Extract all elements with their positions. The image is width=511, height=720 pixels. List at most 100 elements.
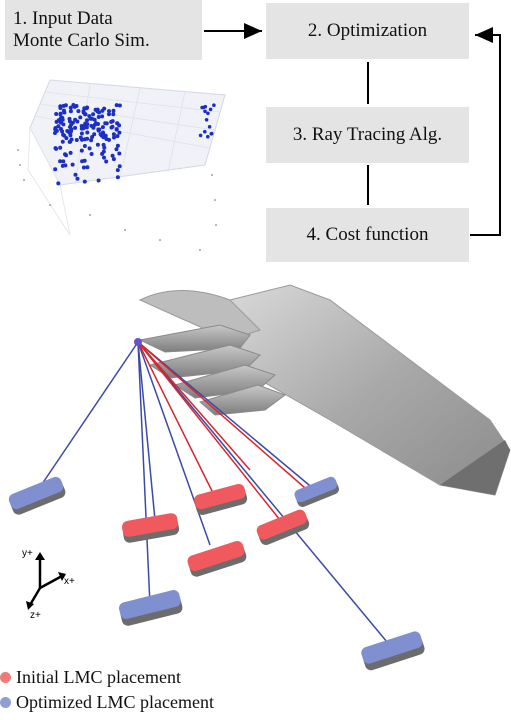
scatter-point bbox=[85, 118, 89, 123]
scatter-point bbox=[112, 135, 116, 140]
scatter-point bbox=[64, 153, 69, 158]
scatter-point bbox=[85, 122, 90, 127]
scatter-point bbox=[68, 133, 73, 138]
scatter-point bbox=[97, 110, 101, 115]
scatter-point bbox=[54, 112, 59, 116]
scatter-back-plane bbox=[29, 79, 226, 186]
scatter-point bbox=[73, 172, 78, 177]
scatter-point bbox=[85, 165, 90, 170]
scatter-point bbox=[89, 152, 94, 156]
step-input-data-title: 1. Input Data bbox=[13, 8, 113, 29]
scatter-point bbox=[98, 132, 103, 137]
scatter-point bbox=[115, 134, 120, 139]
scatter-point bbox=[110, 119, 115, 124]
scatter-point bbox=[114, 127, 119, 131]
scatter-point bbox=[111, 108, 116, 113]
legend-optimized-label: Optimized LMC placement bbox=[16, 692, 214, 712]
scatter-point bbox=[107, 112, 111, 117]
step-input-data-subtitle: Monte Carlo Sim. bbox=[13, 30, 150, 51]
initial-sensor bbox=[121, 513, 180, 543]
forearm-end-cap bbox=[440, 440, 510, 495]
legend-optimized: Optimized LMC placement bbox=[0, 692, 214, 712]
scatter-left-face bbox=[27, 126, 71, 236]
scatter-points bbox=[53, 103, 216, 186]
step-optimization-box: 2. Optimization bbox=[266, 3, 469, 59]
x-axis-arrow bbox=[39, 574, 63, 590]
scatter-point bbox=[87, 114, 92, 119]
scatter-point bbox=[87, 146, 92, 151]
arrow-cost-to-optimization bbox=[470, 27, 501, 236]
scatter-point bbox=[68, 109, 73, 114]
scatter-point bbox=[64, 136, 69, 141]
scatter-point bbox=[58, 106, 63, 110]
scatter-point bbox=[79, 148, 84, 153]
scatter-point bbox=[111, 132, 116, 137]
scatter-point bbox=[104, 137, 109, 141]
scatter-point bbox=[115, 121, 120, 126]
scatter-point bbox=[74, 104, 79, 108]
scatter-point bbox=[82, 179, 87, 184]
scatter-point bbox=[58, 127, 63, 131]
scatter-point bbox=[200, 105, 204, 110]
scatter-point bbox=[203, 109, 207, 114]
scatter-point bbox=[75, 176, 80, 181]
step-ray-tracing-box: 3. Ray Tracing Alg. bbox=[266, 107, 469, 163]
scatter-point bbox=[117, 130, 122, 135]
legend-initial: Initial LMC placement bbox=[0, 667, 181, 687]
target-point-marker bbox=[134, 338, 142, 346]
scatter-point bbox=[90, 135, 95, 139]
y-axis-label: y+ bbox=[22, 548, 33, 559]
optimized-sensor bbox=[361, 631, 425, 671]
optimized-ray bbox=[137, 341, 156, 521]
initial-ray bbox=[137, 341, 216, 498]
scatter-point bbox=[212, 103, 216, 107]
legend-initial-swatch bbox=[0, 671, 11, 683]
scatter-point bbox=[63, 163, 68, 168]
scatter-point bbox=[81, 165, 86, 170]
initial-rays bbox=[137, 341, 306, 521]
scatter-point bbox=[53, 167, 58, 172]
step-cost-function-box: 4. Cost function bbox=[266, 208, 469, 262]
scatter-point bbox=[100, 125, 105, 130]
scatter-point bbox=[96, 115, 101, 119]
scatter-point bbox=[206, 111, 210, 116]
step-cost-function-label: 4. Cost function bbox=[306, 224, 429, 245]
scatter-point bbox=[76, 109, 81, 114]
scatter-point bbox=[78, 115, 83, 120]
scatter-point bbox=[91, 112, 96, 117]
index-finger bbox=[138, 324, 251, 353]
scatter-point bbox=[73, 117, 78, 122]
initial-sensor bbox=[187, 540, 247, 577]
scatter-point bbox=[198, 133, 203, 138]
scatter-point bbox=[89, 138, 94, 143]
scatter-point bbox=[207, 125, 212, 129]
scatter-point bbox=[62, 110, 67, 115]
little-finger bbox=[198, 384, 287, 416]
scatter-point bbox=[96, 127, 101, 132]
scatter-point bbox=[114, 147, 119, 152]
initial-ray bbox=[137, 341, 251, 471]
scatter-point bbox=[69, 128, 74, 133]
scatter-point bbox=[60, 139, 65, 144]
optimized-ray bbox=[137, 341, 151, 606]
scatter-point bbox=[109, 125, 114, 130]
step-input-data-box: 1. Input Data Monte Carlo Sim. bbox=[5, 0, 202, 60]
scatter-point bbox=[68, 150, 73, 155]
scatter-point bbox=[206, 134, 210, 139]
legend-initial-label: Initial LMC placement bbox=[16, 667, 181, 687]
scatter-point bbox=[61, 159, 66, 164]
scatter-point bbox=[91, 125, 96, 130]
scatter-point bbox=[102, 106, 107, 111]
hand-arm-model bbox=[138, 284, 511, 496]
step-ray-tracing-label: 3. Ray Tracing Alg. bbox=[292, 124, 443, 145]
scatter-point bbox=[104, 159, 109, 164]
scatter-point bbox=[100, 151, 105, 156]
scatter-point bbox=[111, 112, 116, 117]
scatter-point bbox=[58, 111, 63, 116]
scatter-point bbox=[56, 181, 61, 186]
scatter-point bbox=[53, 127, 58, 132]
scatter-point bbox=[208, 107, 213, 112]
scatter-point bbox=[71, 103, 76, 107]
scatter-point bbox=[111, 157, 116, 162]
